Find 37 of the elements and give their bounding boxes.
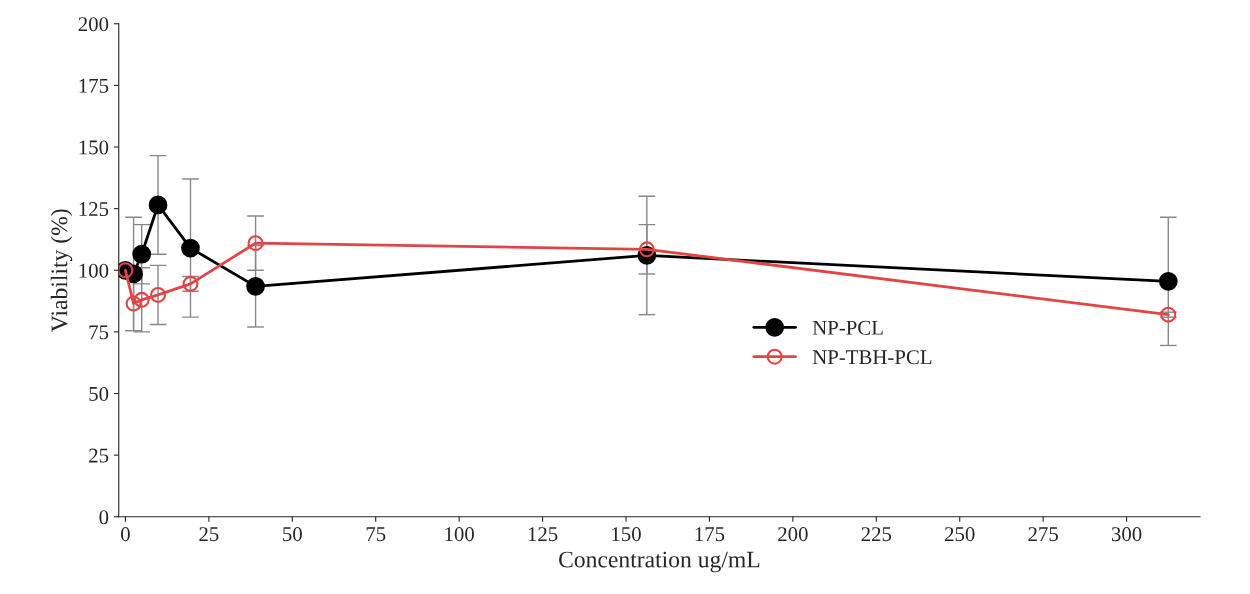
x-tick-label: 25 xyxy=(199,527,219,542)
point xyxy=(150,286,167,303)
legend-label: NP-PCL xyxy=(812,320,883,335)
x-tick-label: 75 xyxy=(366,527,386,542)
y-tick-label: 50 xyxy=(89,386,109,401)
point xyxy=(148,195,168,215)
x-tick-label: 50 xyxy=(283,527,302,542)
x-axis-title: Concentration ug/mL xyxy=(559,551,760,573)
point xyxy=(132,244,152,264)
y-tick-label: 200 xyxy=(78,17,109,32)
point xyxy=(638,241,655,258)
y-tick-label: 75 xyxy=(89,325,109,340)
point xyxy=(133,291,150,308)
legend-label: NP-TBH-PCL xyxy=(812,350,932,365)
x-tick-label: 175 xyxy=(695,527,725,542)
x-tick-label: 0 xyxy=(121,527,130,542)
x-tick-label: 275 xyxy=(1028,527,1058,542)
y-tick-label: 150 xyxy=(79,140,109,155)
point xyxy=(247,235,264,252)
x-tick-label: 250 xyxy=(945,527,975,542)
y-axis-title: Viability (%) xyxy=(50,209,73,332)
point xyxy=(246,276,265,296)
y-tick-label: 0 xyxy=(99,510,109,525)
point xyxy=(125,295,142,312)
x-tick-label: 200 xyxy=(778,527,808,542)
point xyxy=(181,238,200,258)
x-tick-label: 125 xyxy=(528,527,558,542)
x-tick-label: 300 xyxy=(1111,527,1142,542)
x-tick-label: 225 xyxy=(861,527,892,542)
point xyxy=(1158,271,1178,291)
y-tick-label: 125 xyxy=(79,202,109,217)
x-tick-label: 100 xyxy=(445,527,474,542)
point xyxy=(1160,306,1177,323)
y-tick-label: 25 xyxy=(89,448,109,463)
y-tick-label: 175 xyxy=(79,78,109,93)
y-tick-label: 100 xyxy=(79,263,109,278)
x-tick-label: 150 xyxy=(612,527,641,542)
